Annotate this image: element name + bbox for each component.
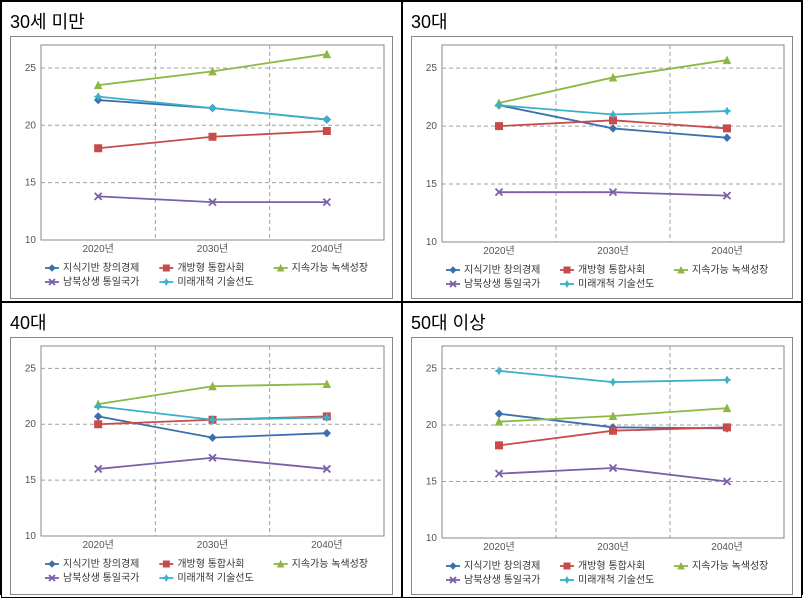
svg-text:2020년: 2020년 [82, 243, 113, 255]
chart-3: 10 15 20 25 2020년 2030년 2040년지식기반 창의경제 개방형 통합사회… [411, 337, 793, 595]
svg-text:미래개척 기술선도: 미래개척 기술선도 [578, 574, 654, 586]
svg-text:개방형 통합사회: 개방형 통합사회 [578, 264, 645, 276]
panel-title-3: 50대 이상 [411, 309, 793, 335]
svg-text:지속가능 녹색성장: 지속가능 녹색성장 [692, 560, 768, 572]
svg-text:20: 20 [426, 121, 438, 132]
svg-text:지속가능 녹색성장: 지속가능 녹색성장 [292, 558, 368, 570]
svg-text:지식기반 창의경제: 지식기반 창의경제 [464, 263, 540, 276]
svg-text:10: 10 [426, 237, 438, 248]
svg-text:2030년: 2030년 [197, 539, 228, 551]
svg-text:25: 25 [25, 63, 37, 74]
panel-title-1: 30대 [411, 8, 793, 34]
svg-text:10: 10 [25, 235, 37, 246]
svg-text:지식기반 창의경제: 지식기반 창의경제 [63, 261, 139, 274]
svg-text:개방형 통합사회: 개방형 통합사회 [177, 558, 244, 570]
svg-text:2020년: 2020년 [483, 245, 514, 257]
chart-grid: 30세 미만 101520252020년2030년2040년지식기반 창의경제개… [0, 0, 803, 595]
chart-1: 10 15 20 25 2020년 2030년 2040년지식기반 창의경제 개방형 통합사회… [411, 36, 793, 299]
panel-title-2: 40대 [10, 309, 393, 335]
svg-text:개방형 통합사회: 개방형 통합사회 [177, 262, 244, 274]
svg-text:2040년: 2040년 [711, 541, 742, 553]
svg-text:지식기반 창의경제: 지식기반 창의경제 [464, 559, 540, 572]
chart-2: 10 15 20 25 2020년 2030년 2040년지식기반 창의경제 개방형 통합사회… [10, 337, 393, 595]
svg-text:2030년: 2030년 [597, 245, 628, 257]
panel-title-0: 30세 미만 [10, 8, 393, 34]
svg-text:20: 20 [25, 419, 37, 430]
svg-text:2020년: 2020년 [483, 541, 514, 553]
svg-text:개방형 통합사회: 개방형 통합사회 [578, 560, 645, 572]
panel-2: 40대 10 15 20 25 2020년 2030년 2040년지식기반 창의경제 개방형 … [1, 302, 402, 598]
svg-text:15: 15 [25, 475, 37, 486]
panel-3: 50대 이상 10 15 20 25 2020년 2030년 2040년지식기반 창의경제 개… [402, 302, 802, 598]
svg-text:20: 20 [25, 120, 37, 131]
svg-text:2020년: 2020년 [82, 539, 113, 551]
svg-text:25: 25 [426, 63, 438, 74]
svg-text:25: 25 [25, 363, 37, 374]
svg-text:2030년: 2030년 [197, 243, 228, 255]
svg-text:15: 15 [426, 477, 438, 488]
svg-text:2040년: 2040년 [711, 245, 742, 257]
svg-text:남북상생 통일국가: 남북상생 통일국가 [63, 572, 139, 584]
svg-text:미래개척 기술선도: 미래개척 기술선도 [177, 572, 253, 584]
svg-text:10: 10 [426, 533, 438, 544]
chart-0: 10 15 20 25 2020년 2030년 2040년지식기반 창의경제 개방형 통합사회… [10, 36, 393, 299]
svg-text:지식기반 창의경제: 지식기반 창의경제 [63, 557, 139, 570]
svg-text:미래개척 기술선도: 미래개척 기술선도 [578, 278, 654, 290]
svg-text:2030년: 2030년 [597, 541, 628, 553]
svg-text:남북상생 통일국가: 남북상생 통일국가 [63, 276, 139, 288]
svg-text:10: 10 [25, 531, 37, 542]
svg-text:15: 15 [25, 178, 37, 189]
svg-text:남북상생 통일국가: 남북상생 통일국가 [464, 278, 540, 290]
svg-text:남북상생 통일국가: 남북상생 통일국가 [464, 574, 540, 586]
svg-text:지속가능 녹색성장: 지속가능 녹색성장 [692, 264, 768, 276]
svg-text:2040년: 2040년 [311, 539, 342, 551]
panel-1: 30대 10 15 20 25 2020년 2030년 2040년지식기반 창의경제 개방형 … [402, 1, 802, 302]
svg-text:2040년: 2040년 [311, 243, 342, 255]
svg-text:15: 15 [426, 179, 438, 190]
svg-text:20: 20 [426, 420, 438, 431]
svg-text:미래개척 기술선도: 미래개척 기술선도 [177, 276, 253, 288]
panel-0: 30세 미만 10 15 20 25 2020년 2030년 2040년지식기반 창의경제 개… [1, 1, 402, 302]
svg-text:지속가능 녹색성장: 지속가능 녹색성장 [292, 262, 368, 274]
svg-text:25: 25 [426, 364, 438, 375]
